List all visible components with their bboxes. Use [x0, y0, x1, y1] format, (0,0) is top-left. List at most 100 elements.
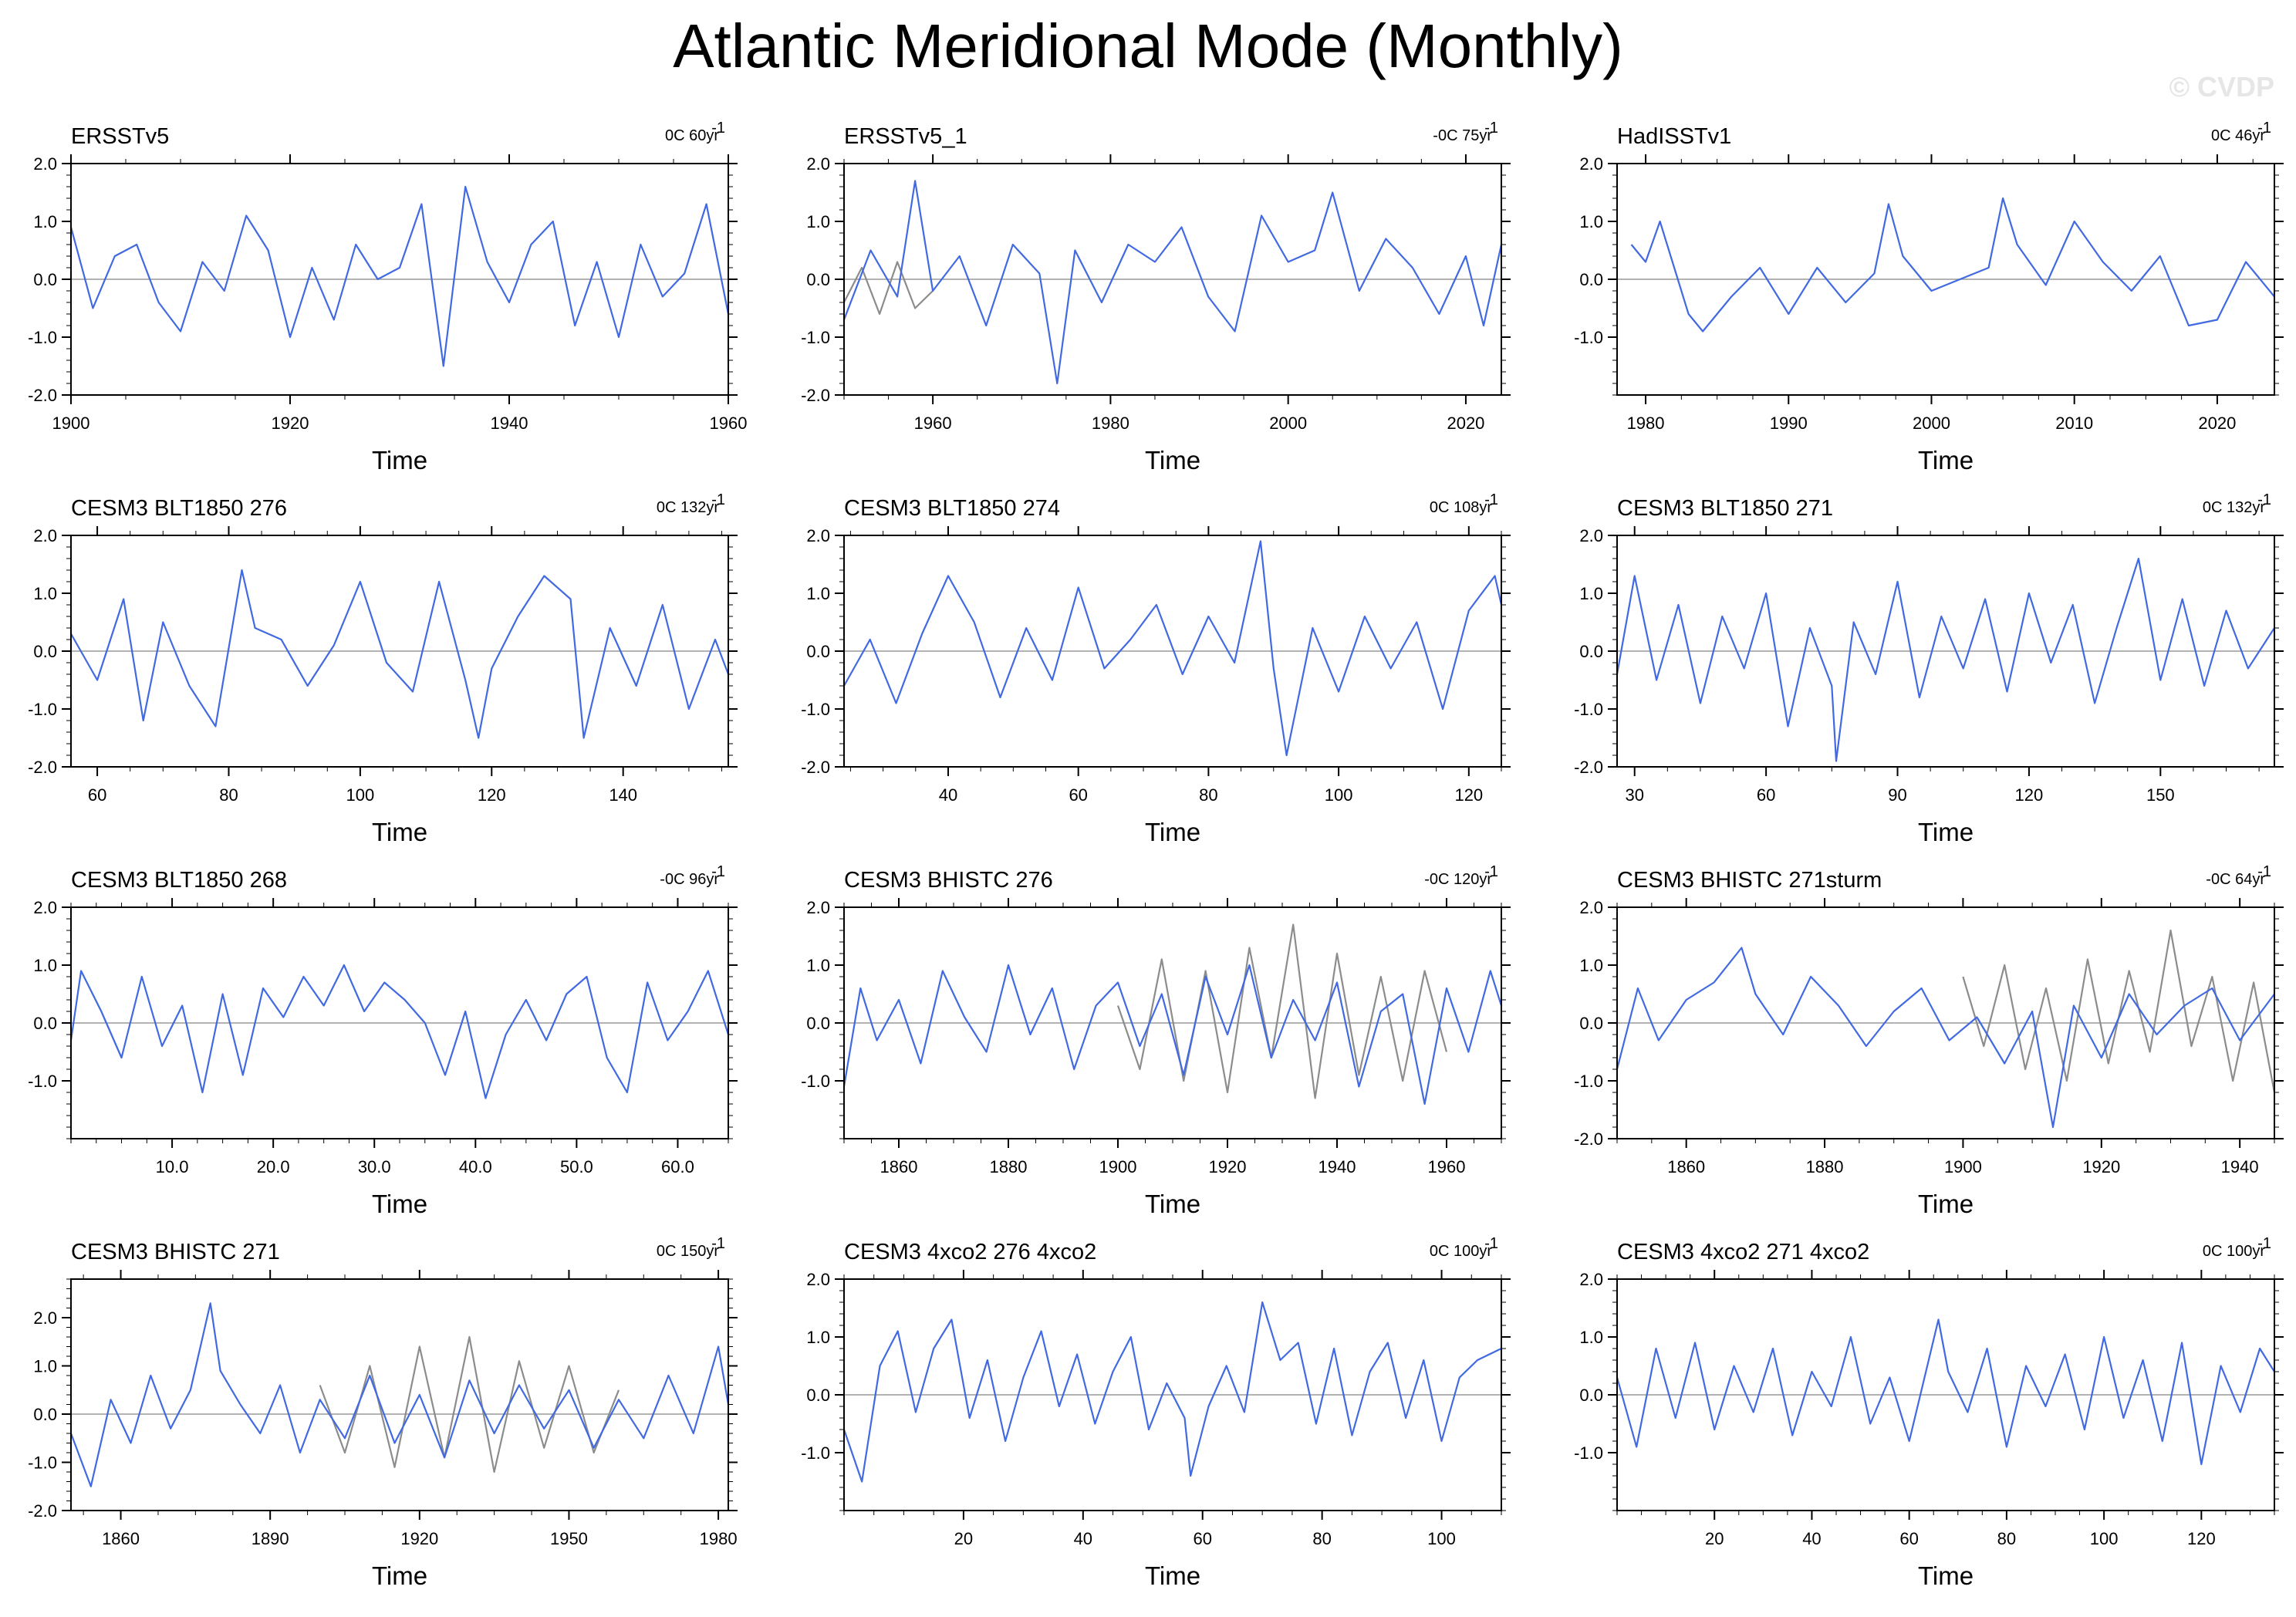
x-tick-label: 80	[219, 785, 238, 805]
y-tick-label: -2.0	[1574, 758, 1603, 777]
y-tick-label: 2.0	[33, 526, 57, 545]
x-tick-label: 1880	[1806, 1157, 1844, 1176]
x-tick-label: 1950	[550, 1529, 588, 1548]
x-tick-label: 1860	[880, 1157, 918, 1176]
x-tick-label: 1920	[2082, 1157, 2120, 1176]
trend-superscript: -1	[1484, 120, 1498, 137]
panel-title: CESM3 BHISTC 271sturm	[1617, 868, 1882, 893]
y-tick-label: -1.0	[28, 1072, 57, 1091]
panel-12: CESM3 4xco2 271 4xco2 0C 100yr-1 -1.0 0.0 1.…	[1574, 1235, 2284, 1590]
x-tick-label: 60	[1069, 785, 1087, 805]
y-tick-label: 2.0	[806, 1270, 830, 1289]
y-tick-label: -1.0	[1574, 328, 1603, 347]
panel-title: CESM3 BLT1850 276	[71, 496, 287, 521]
trend-label: 0C 100yr	[2203, 1243, 2265, 1260]
y-tick-label: 2.0	[1579, 526, 1603, 545]
trend-superscript: -1	[2257, 120, 2271, 137]
panel-1: ERSSTv5 0C 60yr-1 -2.0 -1.0 0.0 1.0 2.0 1900 192…	[28, 120, 747, 474]
x-tick-label: 20.0	[257, 1157, 290, 1176]
trend-superscript: -1	[2257, 1235, 2271, 1252]
x-axis-title: Time	[1918, 818, 1974, 846]
panel-4: CESM3 BLT1850 276 0C 132yr-1 -2.0 -1.0 0.0 1.…	[28, 491, 738, 846]
panel-6: CESM3 BLT1850 271 0C 132yr-1 -2.0 -1.0 0.0 1.…	[1574, 491, 2284, 846]
trend-label: 0C 108yr	[1430, 499, 1492, 516]
panel-title: ERSSTv5_1	[844, 124, 967, 149]
plot-frame	[70, 1278, 729, 1511]
x-tick-label: 20	[954, 1529, 973, 1548]
panel-7: CESM3 BLT1850 268 -0C 96yr-1 -1.0 0.0 1.0 2.0…	[28, 863, 738, 1218]
y-tick-label: 1.0	[1579, 956, 1603, 975]
panel-2: ERSSTv5_1 -0C 75yr-1 -2.0 -1.0 0.0 1.0 2.0 1960…	[801, 120, 1511, 474]
trend-superscript: -1	[2257, 863, 2271, 880]
x-tick-label: 1960	[914, 414, 952, 433]
x-tick-label: 30.0	[358, 1157, 391, 1176]
panel-title: CESM3 BHISTC 276	[844, 868, 1053, 893]
panel-10: CESM3 BHISTC 271 0C 150yr-1 -2.0 -1.0 0.0 1.0…	[28, 1235, 738, 1590]
x-tick-label: 100	[346, 785, 375, 805]
x-tick-label: 120	[2015, 785, 2044, 805]
x-axis-title: Time	[372, 1561, 427, 1590]
x-tick-label: 100	[1325, 785, 1353, 805]
y-tick-label: 1.0	[33, 584, 57, 603]
x-tick-label: 120	[1454, 785, 1483, 805]
overlay-series-line	[843, 261, 934, 316]
x-tick-label: 1940	[1319, 1157, 1356, 1176]
x-axis-title: Time	[1145, 818, 1200, 846]
trend-label: 0C 132yr	[657, 499, 719, 516]
panel-title: CESM3 BHISTC 271	[71, 1240, 280, 1264]
x-tick-label: 1920	[272, 414, 309, 433]
y-tick-label: -1.0	[28, 328, 57, 347]
y-tick-label: -2.0	[28, 1501, 57, 1521]
panel-11: CESM3 4xco2 276 4xco2 0C 100yr-1 -1.0 0.0 1.…	[801, 1235, 1511, 1590]
trend-label: 0C 150yr	[657, 1243, 719, 1260]
panel-5: CESM3 BLT1850 274 0C 108yr-1 -2.0 -1.0 0.0 1.…	[801, 491, 1511, 846]
y-tick-label: -2.0	[1574, 1129, 1603, 1149]
trend-superscript: -1	[711, 120, 725, 137]
trend-superscript: -1	[1484, 1235, 1498, 1252]
y-tick-label: 0.0	[1579, 1386, 1603, 1405]
trend-label: 0C 100yr	[1430, 1243, 1492, 1260]
x-tick-label: 1920	[1209, 1157, 1247, 1176]
panel-title: ERSSTv5	[71, 124, 169, 149]
y-tick-label: 2.0	[33, 1308, 57, 1328]
x-tick-label: 90	[1888, 785, 1906, 805]
panel-3: HadISSTv1 0C 46yr-1 -1.0 0.0 1.0 2.0 1980 1990 2…	[1574, 120, 2284, 474]
x-tick-label: 30	[1625, 785, 1643, 805]
x-axis-title: Time	[1145, 446, 1200, 474]
x-axis-title: Time	[1145, 1561, 1200, 1590]
x-tick-label: 1860	[102, 1529, 140, 1548]
y-tick-label: 2.0	[806, 898, 830, 917]
x-tick-label: 1940	[2221, 1157, 2259, 1176]
y-tick-label: 1.0	[1579, 1328, 1603, 1347]
y-tick-label: 0.0	[806, 270, 830, 289]
x-axis-title: Time	[1918, 446, 1974, 474]
trend-superscript: -1	[711, 1235, 725, 1252]
overlay-series-line	[1116, 923, 1448, 1099]
y-tick-label: -1.0	[801, 1072, 830, 1091]
x-tick-label: 40	[1074, 1529, 1092, 1548]
y-tick-label: -2.0	[801, 758, 830, 777]
x-tick-label: 60	[1193, 1529, 1211, 1548]
x-tick-label: 1960	[1428, 1157, 1466, 1176]
x-tick-label: 1880	[990, 1157, 1028, 1176]
y-tick-label: 2.0	[33, 898, 57, 917]
x-tick-label: 1900	[52, 414, 90, 433]
x-tick-label: 2000	[1913, 414, 1950, 433]
y-tick-label: -1.0	[801, 1443, 830, 1463]
y-tick-label: 0.0	[33, 642, 57, 661]
x-tick-label: 80	[1312, 1529, 1331, 1548]
trend-label: -0C 64yr	[2206, 871, 2265, 888]
panel-8: CESM3 BHISTC 276 -0C 120yr-1 -1.0 0.0 1.0 2.0…	[801, 863, 1511, 1218]
x-tick-label: 40.0	[459, 1157, 492, 1176]
trend-superscript: -1	[2257, 491, 2271, 508]
trend-label: 0C 132yr	[2203, 499, 2265, 516]
figure-title: Atlantic Meridional Mode (Monthly)	[673, 12, 1623, 80]
y-tick-label: 1.0	[1579, 212, 1603, 231]
series-line	[1616, 557, 2275, 762]
y-tick-label: 1.0	[806, 212, 830, 231]
y-tick-label: -1.0	[1574, 1443, 1603, 1463]
y-tick-label: -1.0	[1574, 700, 1603, 719]
x-tick-label: 1990	[1770, 414, 1808, 433]
series-line	[1616, 947, 2275, 1129]
